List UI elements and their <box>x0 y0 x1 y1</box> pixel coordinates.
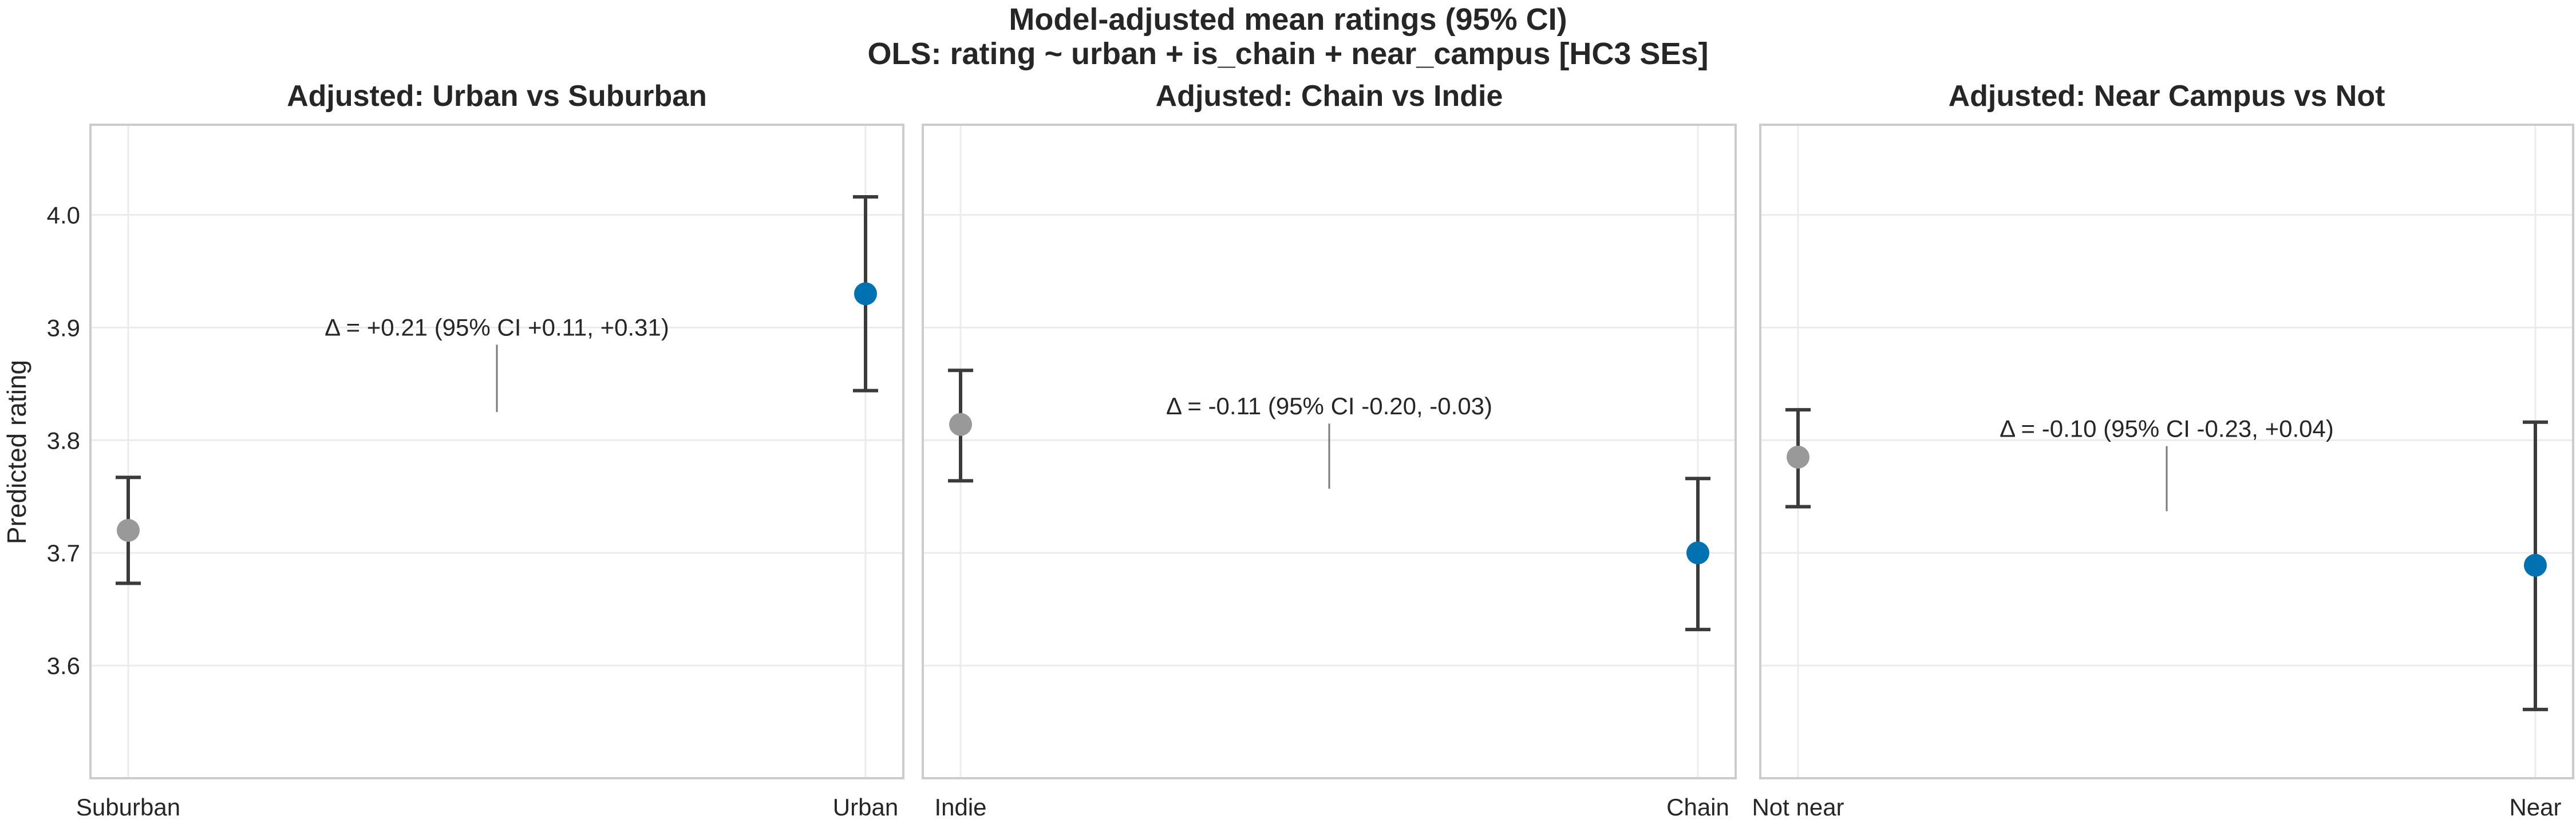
y-tick-label: 3.7 <box>47 540 80 566</box>
x-tick-label: Suburban <box>76 794 180 821</box>
x-tick-label: Indie <box>934 794 986 821</box>
panel-1: Adjusted: Urban vs Suburban 3.6 3.7 3.8 3.9 4… <box>47 80 904 821</box>
estimate-point <box>1787 445 1809 469</box>
y-tick-label: 4.0 <box>47 202 80 229</box>
x-tick-label: Chain <box>1666 794 1729 821</box>
panel-2: Adjusted: Chain vs Indie Indie Chain Δ = -0… <box>922 80 1737 821</box>
y-axis-label: Predicted rating <box>2 360 31 544</box>
y-tick-label: 3.8 <box>47 427 80 454</box>
y-tick-label: 3.9 <box>47 314 80 341</box>
delta-annotation: Δ = -0.11 (95% CI -0.20, -0.03) <box>1166 393 1492 419</box>
x-tick-label: Not near <box>1752 794 1844 821</box>
chart-panels: Adjusted: Urban vs Suburban 3.6 3.7 3.8 3.9 4… <box>47 80 2574 821</box>
panel-frame <box>922 124 1737 779</box>
panel-3: Adjusted: Near Campus vs Not Not near Near… <box>1752 80 2574 821</box>
panel-title: Adjusted: Near Campus vs Not <box>1949 80 2385 113</box>
delta-annotation: Δ = -0.10 (95% CI -0.23, +0.04) <box>2000 415 2334 442</box>
panel-frame <box>89 124 904 779</box>
x-tick-label: Urban <box>833 794 898 821</box>
chart-suptitle-line2: OLS: rating ~ urban + is_chain + near_ca… <box>868 37 1709 71</box>
chart-suptitle-line1: Model-adjusted mean ratings (95% CI) <box>1009 2 1567 37</box>
x-tick-label: Near <box>2509 794 2561 821</box>
estimate-point <box>1686 541 1709 565</box>
estimate-point <box>117 518 140 542</box>
panel-title: Adjusted: Urban vs Suburban <box>287 80 707 113</box>
delta-annotation: Δ = +0.21 (95% CI +0.11, +0.31) <box>325 314 669 340</box>
estimate-point <box>949 413 972 436</box>
estimate-point <box>2524 553 2547 577</box>
panel-frame <box>1759 124 2574 779</box>
y-tick-label: 3.6 <box>47 652 80 679</box>
estimate-point <box>854 282 877 306</box>
panel-title: Adjusted: Chain vs Indie <box>1156 80 1503 113</box>
